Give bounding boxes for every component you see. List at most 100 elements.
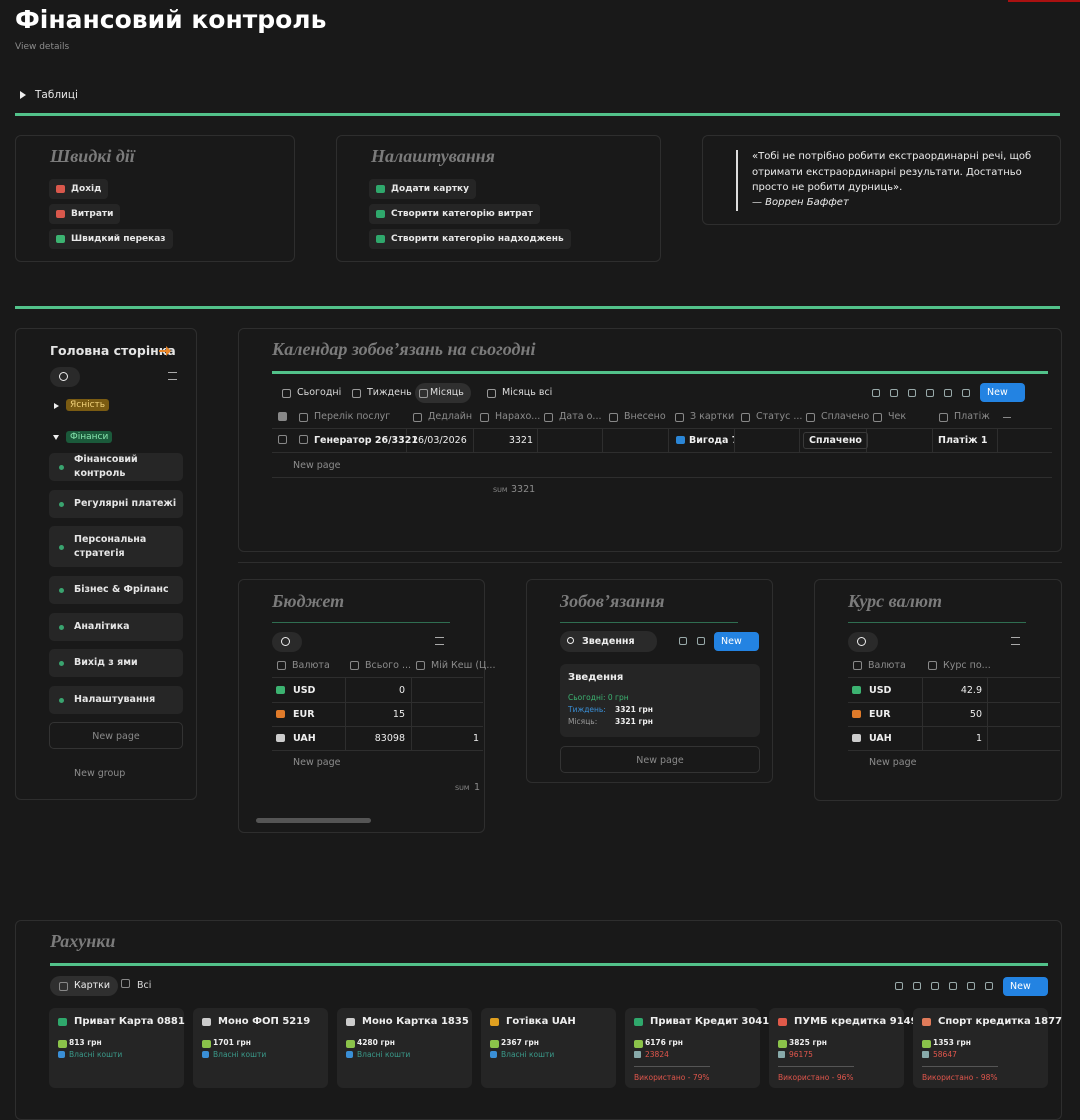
card-debt: 96175 (789, 1050, 813, 1059)
view-button[interactable] (50, 367, 80, 387)
tab-icon (419, 389, 428, 398)
nav-item[interactable]: Фінансовий контроль (49, 453, 183, 481)
settings-button[interactable]: Додати картку (369, 179, 477, 199)
table-line (272, 677, 483, 678)
nav-dot (59, 588, 64, 593)
action-button[interactable]: Дохід (49, 179, 109, 199)
view-tab[interactable]: Всі (137, 980, 152, 991)
view-details[interactable]: View details (15, 42, 70, 52)
icon (778, 1040, 787, 1048)
account-card[interactable] (481, 1008, 616, 1088)
account-card[interactable] (625, 1008, 760, 1088)
divider (15, 306, 1060, 309)
settings-button[interactable]: Створити категорію витрат (369, 204, 540, 224)
section-title: Бюджет (272, 591, 345, 611)
column-icon (416, 661, 425, 670)
account-card[interactable] (193, 1008, 328, 1088)
icon (202, 1018, 211, 1026)
view-button[interactable] (272, 632, 302, 652)
account-card[interactable] (913, 1008, 1048, 1088)
view-tab[interactable]: Місяць всі (502, 387, 553, 398)
summary-card (560, 664, 760, 737)
view-tab[interactable]: Сьогодні (297, 387, 342, 398)
icon (58, 1018, 67, 1026)
nav-item[interactable]: Персональна стратегія (49, 526, 183, 567)
icon (276, 734, 285, 742)
nav-item[interactable]: Вихід з ями (49, 649, 183, 677)
new-group[interactable]: New group (74, 768, 126, 779)
column-header: Дата о... (559, 411, 602, 422)
row-icon (299, 435, 308, 444)
card-debt: 58647 (933, 1050, 957, 1059)
icon (376, 210, 385, 218)
column-icon (299, 413, 308, 422)
icon (490, 1040, 499, 1048)
view-tab[interactable]: Тиждень (367, 387, 412, 398)
cell: USD (293, 685, 316, 696)
card-amount: 1353 грн (933, 1038, 971, 1047)
status-pill[interactable]: Сплачено (803, 432, 868, 449)
nav-dot (59, 698, 64, 703)
table-line (848, 726, 1060, 727)
icon (58, 1040, 67, 1048)
card-name: Готівка UAH (506, 1016, 576, 1027)
action-button[interactable]: Швидкий переказ (49, 229, 173, 249)
column-icon (741, 413, 750, 422)
column-header: Мій Кеш (Ц... (431, 660, 496, 671)
action-button[interactable]: Витрати (49, 204, 121, 224)
group-tag[interactable]: Ясність (66, 399, 110, 411)
new-page[interactable]: New page (293, 460, 341, 471)
toggle-label[interactable]: Таблиці (35, 89, 78, 101)
nav-item[interactable]: Налаштування (49, 686, 183, 714)
new-page-button[interactable]: New page (560, 746, 760, 773)
cell-border (932, 429, 933, 452)
new-button[interactable]: New (980, 383, 1025, 402)
section-title: Зобов’язання (560, 591, 665, 611)
nav-item[interactable]: Бізнес & Фріланс (49, 576, 183, 604)
column-header: З картки (690, 411, 735, 422)
icon (922, 1018, 931, 1026)
nav-arrow (159, 350, 169, 352)
divider (272, 371, 1048, 374)
toolbar-icon (890, 389, 898, 397)
toolbar-icon (967, 982, 975, 990)
quote-bar (736, 150, 738, 211)
tag-icon (202, 1051, 209, 1058)
view-tab[interactable]: Місяць (415, 383, 471, 403)
view-tab[interactable]: Картки (50, 976, 119, 996)
column-icon (609, 413, 618, 422)
cell-border (406, 429, 407, 452)
new-page[interactable]: New page (293, 757, 341, 768)
account-card[interactable] (49, 1008, 184, 1088)
new-page[interactable]: New page (869, 757, 917, 768)
page: Фінансовий контроль View details Таблиці Шв… (15, 0, 1080, 1120)
group-tag[interactable]: Фінанси (66, 431, 113, 443)
cell: USD (869, 685, 892, 696)
view-button[interactable] (848, 632, 878, 652)
new-page-button[interactable]: New page (49, 722, 183, 749)
nav-arrow-head (166, 346, 171, 356)
column-header: Валюта (868, 660, 906, 671)
table-line (272, 702, 483, 703)
obligations-box (526, 579, 773, 783)
view-pill[interactable]: Зведення (560, 631, 657, 652)
toggle-arrow (20, 91, 26, 99)
column-icon (350, 661, 359, 670)
nav-item[interactable]: Аналітика (49, 613, 183, 641)
month-label: Місяць: (568, 717, 598, 726)
nav-dot (59, 544, 64, 550)
new-button[interactable]: New (714, 632, 759, 651)
scrollbar (256, 818, 371, 823)
quote-author: — Воррен Баффет (752, 197, 849, 208)
column-header: Всього ... (365, 660, 412, 671)
new-button[interactable]: New (1003, 977, 1048, 996)
nav-item[interactable]: Регулярні платежі (49, 490, 183, 518)
account-card[interactable] (337, 1008, 472, 1088)
account-card[interactable] (769, 1008, 904, 1088)
table-line (272, 750, 483, 751)
month-value: 3321 грн (615, 717, 653, 726)
card-name: Моно Картка 1835 (362, 1016, 469, 1027)
column-header: Перелік послуг (314, 411, 391, 422)
cell: UAH (869, 733, 892, 744)
settings-button[interactable]: Створити категорію надходжень (369, 229, 571, 249)
